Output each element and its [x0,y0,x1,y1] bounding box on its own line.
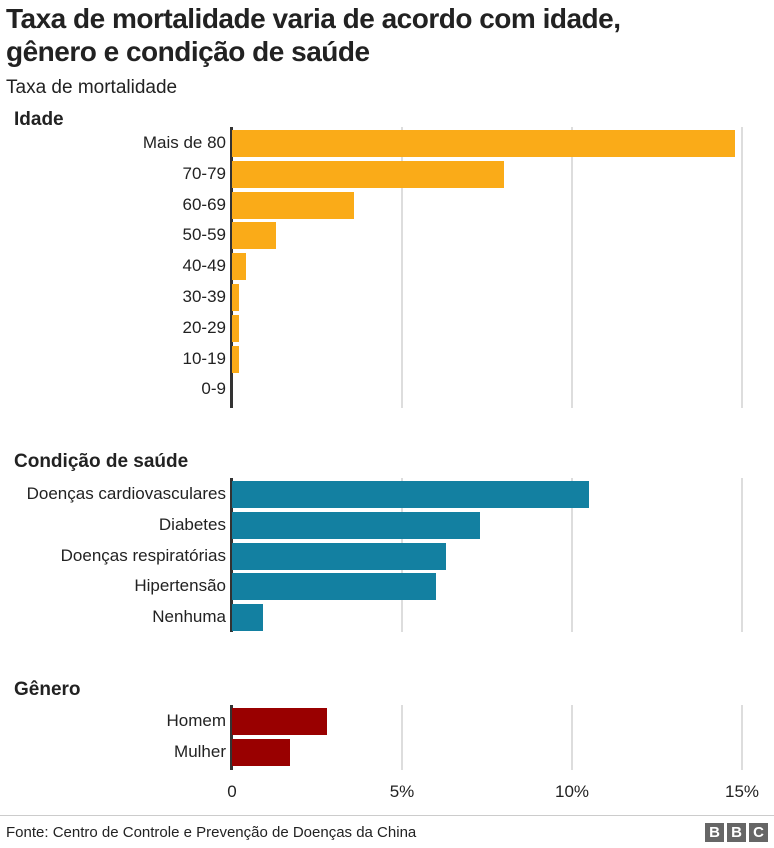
source-note: Fonte: Centro de Controle e Prevenção de… [6,824,417,841]
gridline [571,127,573,408]
category-label: Homem [166,711,226,730]
bar [232,738,290,766]
category-label: Nenhuma [152,607,226,627]
bar [232,253,246,281]
bar [232,511,481,539]
bar [232,191,355,219]
category-label: Mulher [174,741,226,761]
category-label: Mais de 80 [142,133,226,152]
section-heading: Idade [14,109,64,130]
chart-title: Taxa de mortalidade varia de acordo com … [6,2,621,68]
gridline [741,127,743,408]
x-tick-label: 10% [554,782,590,801]
category-label: 20-29 [182,317,226,337]
category-label: 50-59 [182,225,226,245]
gridline [571,705,573,770]
section-heading: Gênero [14,679,81,700]
category-label: 30-39 [182,287,226,306]
gridline [741,478,743,632]
bar [232,573,436,601]
gridline [741,705,743,770]
bar [232,481,589,508]
gridline [571,478,573,632]
category-label: 60-69 [182,194,226,214]
bar [232,222,277,250]
bar [232,708,328,735]
category-label: Doenças cardiovasculares [26,484,226,503]
title-line-1: Taxa de mortalidade varia de acordo com … [6,3,621,34]
bar [232,284,239,311]
x-tick-label: 15% [724,782,760,801]
bar [232,542,447,570]
x-tick-label: 5% [389,782,415,801]
gridline [401,127,403,408]
category-label: Diabetes [158,514,226,534]
category-label: Hipertensão [134,576,226,596]
chart-subtitle: Taxa de mortalidade [6,77,178,98]
category-label: 10-19 [182,348,226,368]
bar [232,345,239,373]
y-axis-line [230,705,233,770]
bar [232,160,504,188]
x-tick-label: 0 [227,782,237,801]
category-label: 40-49 [182,256,226,276]
bar [232,604,263,632]
y-axis-line [230,127,233,408]
category-label: 0-9 [201,379,226,399]
section-heading: Condição de saúde [14,451,189,472]
gridline [401,705,403,770]
title-line-2: gênero e condição de saúde [6,36,370,67]
bar [232,130,736,157]
y-axis-line [230,478,233,632]
category-label: 70-79 [182,163,226,183]
footer-divider [0,815,774,816]
bar [232,314,239,342]
category-label: Doenças respiratórias [60,545,226,565]
